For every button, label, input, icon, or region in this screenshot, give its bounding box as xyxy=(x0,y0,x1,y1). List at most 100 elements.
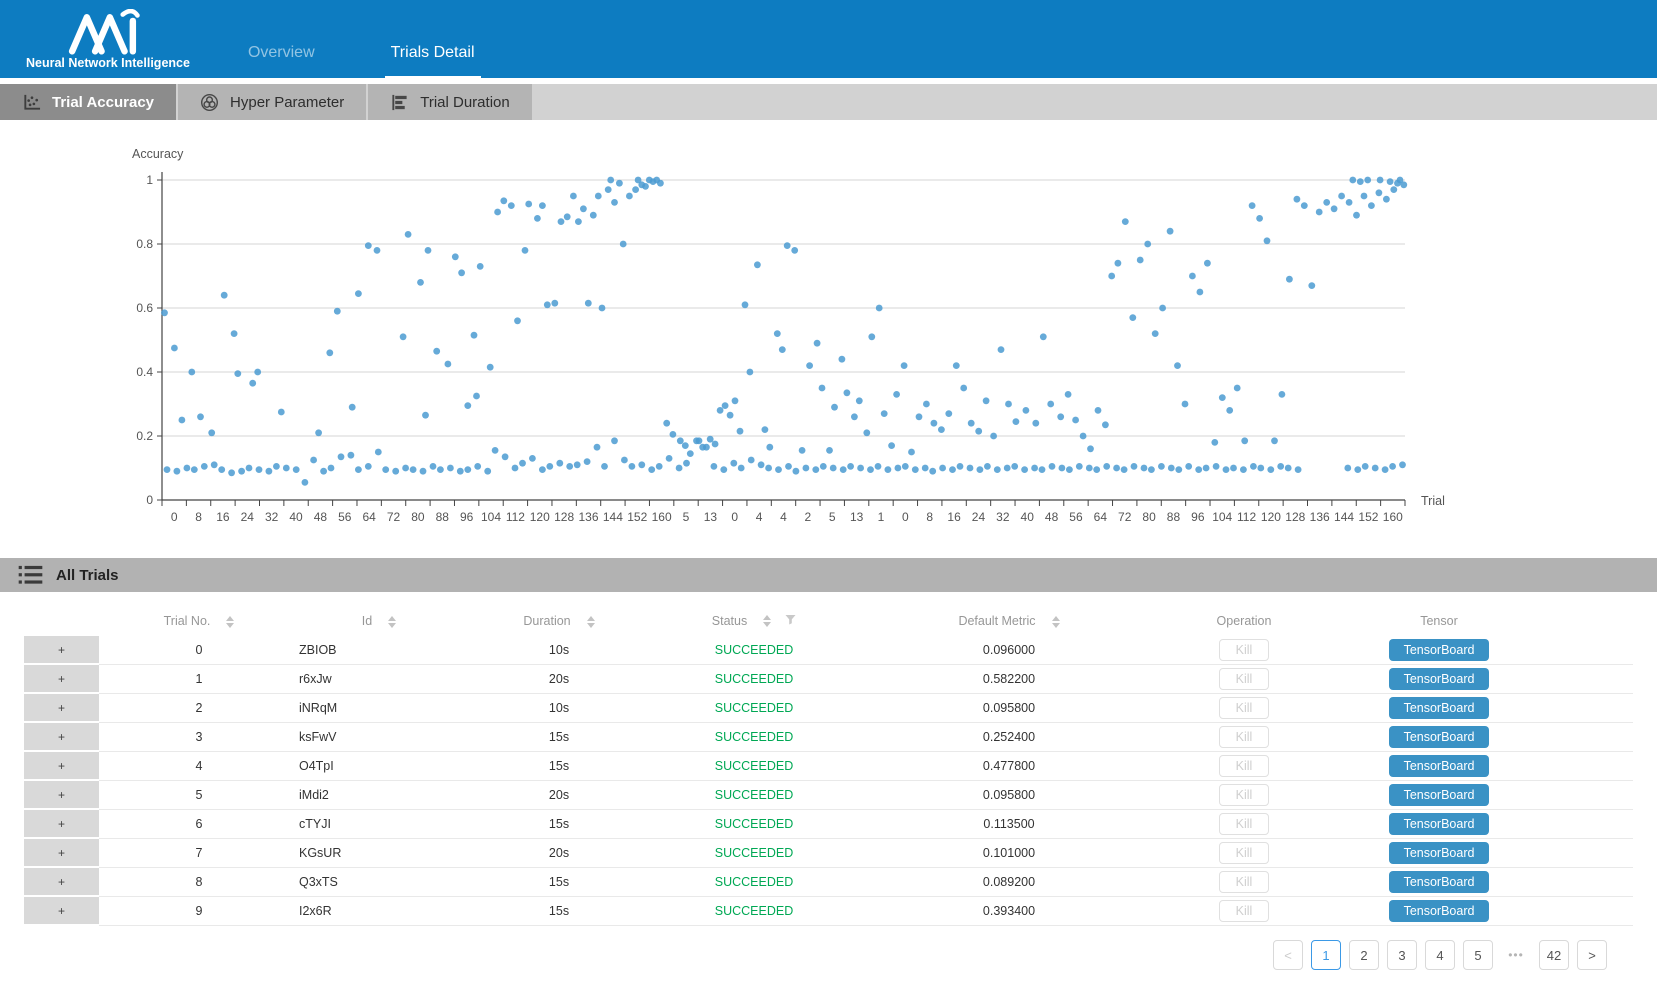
row-expander[interactable]: + xyxy=(24,665,99,694)
x-tick-label: 13 xyxy=(704,510,718,524)
x-tick-label: 128 xyxy=(554,510,574,524)
kill-button[interactable]: Kill xyxy=(1219,726,1270,748)
kill-button[interactable]: Kill xyxy=(1219,668,1270,690)
pagination: <12345 ••• 42 > xyxy=(0,940,1607,970)
kill-button[interactable]: Kill xyxy=(1219,900,1270,922)
scatter-point xyxy=(1362,463,1369,470)
nav-tab-trials-detail[interactable]: Trials Detail xyxy=(385,44,481,78)
row-expander[interactable]: + xyxy=(24,723,99,752)
row-expander[interactable]: + xyxy=(24,897,99,926)
x-tick-label: 4 xyxy=(756,510,763,524)
scatter-point xyxy=(931,420,938,427)
scatter-point xyxy=(626,193,633,200)
row-expander[interactable]: + xyxy=(24,839,99,868)
column-header-trial-no[interactable]: Trial No. xyxy=(99,606,299,636)
kill-button[interactable]: Kill xyxy=(1219,784,1270,806)
kill-button[interactable]: Kill xyxy=(1219,755,1270,777)
sort-up-icon[interactable] xyxy=(587,616,595,621)
pagination-prev-button[interactable]: < xyxy=(1273,940,1303,970)
scatter-point xyxy=(473,393,480,400)
tensorboard-button[interactable]: TensorBoard xyxy=(1389,900,1489,922)
scatter-point xyxy=(712,441,719,448)
tab-trial-duration[interactable]: Trial Duration xyxy=(368,84,531,120)
row-expander[interactable]: + xyxy=(24,752,99,781)
kill-button[interactable]: Kill xyxy=(1219,813,1270,835)
cell-filler xyxy=(1559,897,1633,926)
kill-button[interactable]: Kill xyxy=(1219,871,1270,893)
kill-button[interactable]: Kill xyxy=(1219,842,1270,864)
column-header-duration[interactable]: Duration xyxy=(459,606,659,636)
page-button-3[interactable]: 3 xyxy=(1387,940,1417,970)
scatter-point xyxy=(738,465,745,472)
x-tick-label: 40 xyxy=(1021,510,1035,524)
cell-tensor: TensorBoard xyxy=(1319,665,1559,694)
sort-icon[interactable] xyxy=(388,616,396,628)
scatter-point xyxy=(687,450,694,457)
list-icon xyxy=(18,565,43,585)
pagination-ellipsis[interactable]: ••• xyxy=(1501,940,1531,970)
cell-id: ksFwV xyxy=(299,723,459,752)
cell-id: Q3xTS xyxy=(299,868,459,897)
tab-hyper-parameter[interactable]: Hyper Parameter xyxy=(178,84,366,120)
scatter-point xyxy=(575,218,582,225)
page-button-42[interactable]: 42 xyxy=(1539,940,1569,970)
sort-up-icon[interactable] xyxy=(226,616,234,621)
cell-filler xyxy=(1559,810,1633,839)
page-button-2[interactable]: 2 xyxy=(1349,940,1379,970)
sort-icon[interactable] xyxy=(763,615,771,627)
scatter-point xyxy=(1241,437,1248,444)
kill-button[interactable]: Kill xyxy=(1219,639,1270,661)
column-header-default-metric[interactable]: Default Metric xyxy=(849,606,1169,636)
sort-icon[interactable] xyxy=(226,616,234,628)
tensorboard-button[interactable]: TensorBoard xyxy=(1389,871,1489,893)
sort-down-icon[interactable] xyxy=(1052,623,1060,628)
cell-status: SUCCEEDED xyxy=(659,868,849,897)
sort-up-icon[interactable] xyxy=(763,615,771,620)
row-expander[interactable]: + xyxy=(24,781,99,810)
tensorboard-button[interactable]: TensorBoard xyxy=(1389,784,1489,806)
tab-trial-accuracy[interactable]: Trial Accuracy xyxy=(0,84,176,120)
cell-trial-no: 8 xyxy=(99,868,299,897)
scatter-point xyxy=(1323,199,1330,206)
sort-up-icon[interactable] xyxy=(388,616,396,621)
scatter-point xyxy=(881,410,888,417)
column-header-expander xyxy=(24,606,99,636)
page-button-1[interactable]: 1 xyxy=(1311,940,1341,970)
scatter-point xyxy=(820,463,827,470)
cell-id: ZBIOB xyxy=(299,636,459,665)
scatter-point xyxy=(1095,407,1102,414)
filter-icon[interactable] xyxy=(785,614,796,628)
tensorboard-button[interactable]: TensorBoard xyxy=(1389,813,1489,835)
tensorboard-button[interactable]: TensorBoard xyxy=(1389,668,1489,690)
column-header-id[interactable]: Id xyxy=(299,606,459,636)
cell-status: SUCCEEDED xyxy=(659,839,849,868)
tensorboard-button[interactable]: TensorBoard xyxy=(1389,726,1489,748)
row-expander[interactable]: + xyxy=(24,694,99,723)
sort-down-icon[interactable] xyxy=(226,623,234,628)
row-expander[interactable]: + xyxy=(24,810,99,839)
sort-down-icon[interactable] xyxy=(388,623,396,628)
scatter-point xyxy=(1213,463,1220,470)
row-expander[interactable]: + xyxy=(24,636,99,665)
column-header-status[interactable]: Status xyxy=(659,606,849,636)
scatter-point xyxy=(895,465,902,472)
tensorboard-button[interactable]: TensorBoard xyxy=(1389,639,1489,661)
tensorboard-button[interactable]: TensorBoard xyxy=(1389,755,1489,777)
tensorboard-button[interactable]: TensorBoard xyxy=(1389,842,1489,864)
sort-up-icon[interactable] xyxy=(1052,616,1060,621)
page-button-4[interactable]: 4 xyxy=(1425,940,1455,970)
sort-down-icon[interactable] xyxy=(763,622,771,627)
sort-icon[interactable] xyxy=(1052,616,1060,628)
sort-down-icon[interactable] xyxy=(587,623,595,628)
row-expander[interactable]: + xyxy=(24,868,99,897)
sort-icon[interactable] xyxy=(587,616,595,628)
kill-button[interactable]: Kill xyxy=(1219,697,1270,719)
scatter-point xyxy=(657,180,664,187)
table-row: +9I2x6R15sSUCCEEDED0.393400KillTensorBoa… xyxy=(24,897,1633,926)
scatter-point xyxy=(519,460,526,467)
nav-tab-overview[interactable]: Overview xyxy=(242,44,321,78)
cell-default-metric: 0.095800 xyxy=(849,781,1169,810)
pagination-next-button[interactable]: > xyxy=(1577,940,1607,970)
tensorboard-button[interactable]: TensorBoard xyxy=(1389,697,1489,719)
page-button-5[interactable]: 5 xyxy=(1463,940,1493,970)
